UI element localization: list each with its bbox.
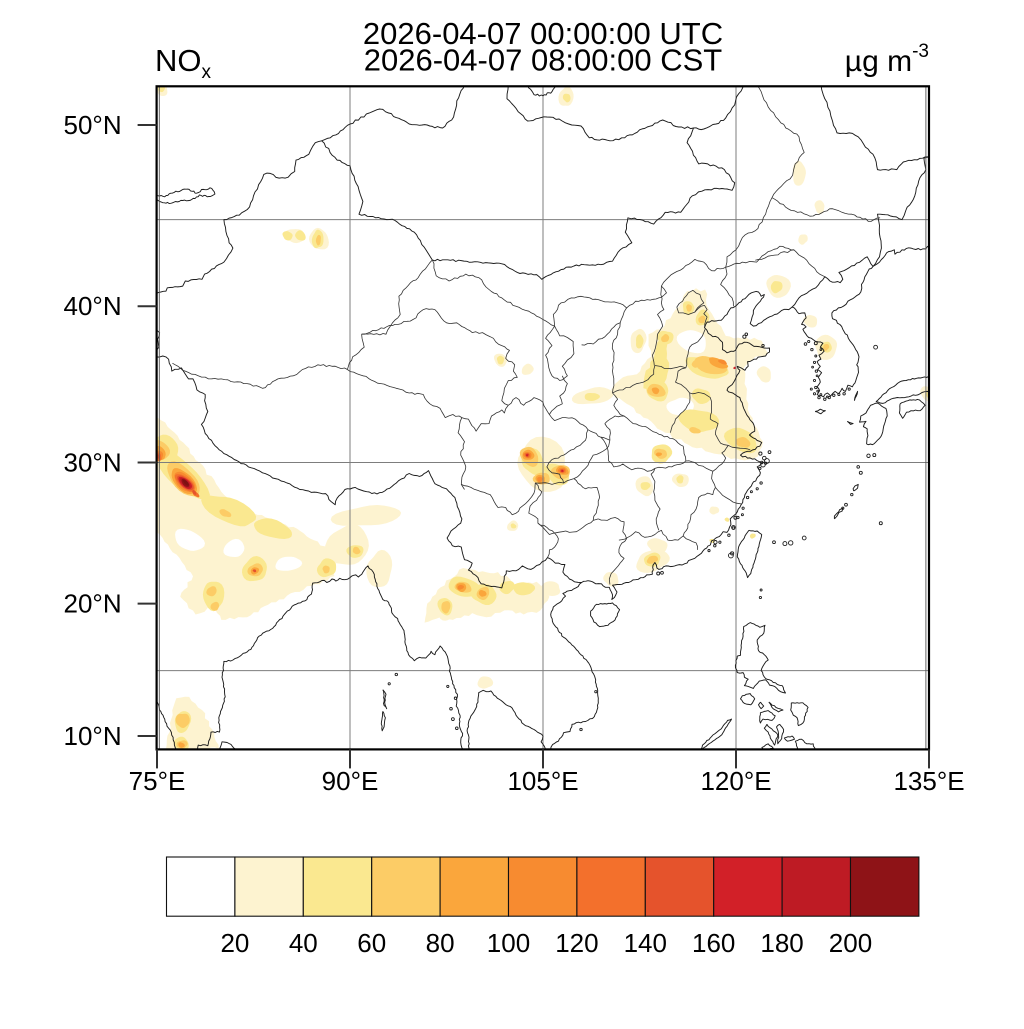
svg-text:120: 120 xyxy=(555,928,598,958)
svg-text:40: 40 xyxy=(289,928,318,958)
svg-text:2026-04-07 08:00:00 CST: 2026-04-07 08:00:00 CST xyxy=(364,43,723,78)
svg-text:120°E: 120°E xyxy=(700,766,771,796)
svg-text:40°N: 40°N xyxy=(64,291,122,321)
svg-text:20: 20 xyxy=(220,928,249,958)
svg-text:20°N: 20°N xyxy=(64,589,122,619)
svg-text:160: 160 xyxy=(692,928,735,958)
svg-text:10°N: 10°N xyxy=(64,721,122,751)
svg-text:200: 200 xyxy=(829,928,872,958)
svg-text:2026-04-07 00:00:00 UTC: 2026-04-07 00:00:00 UTC xyxy=(363,16,723,51)
svg-text:50°N: 50°N xyxy=(64,110,122,140)
svg-text:30°N: 30°N xyxy=(64,448,122,478)
svg-text:75°E: 75°E xyxy=(129,766,186,796)
svg-text:60: 60 xyxy=(357,928,386,958)
svg-text:135°E: 135°E xyxy=(893,766,964,796)
svg-text:80: 80 xyxy=(426,928,455,958)
svg-text:100: 100 xyxy=(487,928,530,958)
svg-text:105°E: 105°E xyxy=(507,766,578,796)
svg-text:90°E: 90°E xyxy=(322,766,379,796)
svg-text:140: 140 xyxy=(624,928,667,958)
svg-text:180: 180 xyxy=(760,928,803,958)
